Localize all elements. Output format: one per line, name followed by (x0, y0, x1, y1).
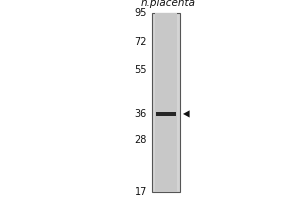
Text: 36: 36 (135, 109, 147, 119)
Text: 55: 55 (134, 65, 147, 75)
Text: 17: 17 (135, 187, 147, 197)
Bar (152, 13, 180, 192)
Text: 28: 28 (135, 135, 147, 145)
Text: 72: 72 (134, 37, 147, 47)
Text: 95: 95 (135, 8, 147, 18)
Bar (156, 112, 176, 116)
Text: h.placenta: h.placenta (140, 0, 196, 8)
Polygon shape (183, 110, 190, 118)
Bar (154, 13, 177, 192)
